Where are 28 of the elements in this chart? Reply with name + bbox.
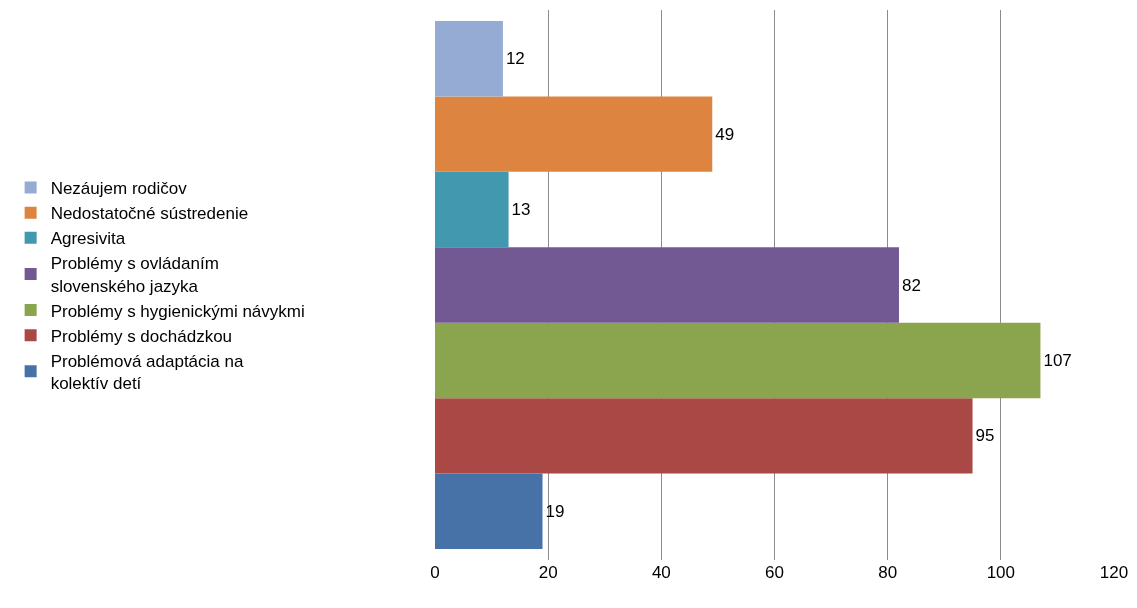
data-label: 13	[511, 200, 531, 220]
data-label: 82	[901, 275, 921, 295]
bar	[435, 473, 543, 549]
x-tick-label: 100	[986, 563, 1016, 582]
legend-label: Problémy s hygienickými návykmi	[50, 301, 305, 321]
bar	[435, 96, 713, 172]
data-label: 12	[505, 49, 525, 69]
x-tick-label: 120	[1099, 563, 1129, 582]
legend-label: Problémy s ovládaním slovenského jazyka	[50, 254, 219, 296]
bar	[435, 21, 503, 97]
x-tick-label: 40	[651, 563, 671, 582]
bar	[435, 171, 509, 248]
bar	[435, 247, 899, 323]
legend-label: Nedostatočné sústredenie	[50, 204, 249, 224]
x-tick-label: 0	[430, 563, 440, 582]
legend-label: Agresivita	[50, 229, 126, 249]
data-label: 107	[1043, 350, 1072, 370]
legend-label: Problémová adaptácia na kolektív detí	[50, 351, 244, 393]
data-label: 19	[545, 501, 565, 521]
bar	[435, 322, 1041, 399]
legend-label: Problémy s dochádzkou	[50, 326, 233, 346]
bar	[435, 398, 973, 474]
data-label: 95	[975, 426, 995, 446]
legend-label: Nezáujem rodičov	[50, 179, 188, 199]
x-tick-label: 60	[765, 563, 784, 582]
x-tick-label: 80	[878, 563, 898, 582]
x-tick-label: 20	[538, 563, 558, 582]
data-label: 49	[715, 124, 735, 144]
